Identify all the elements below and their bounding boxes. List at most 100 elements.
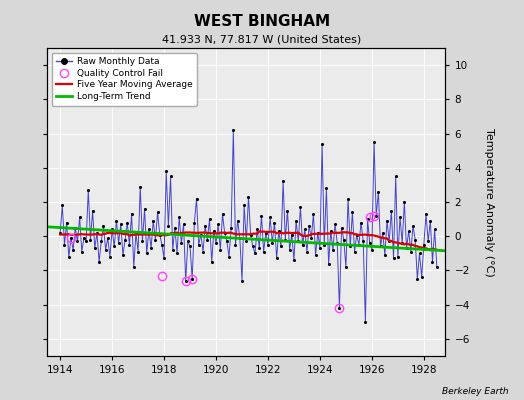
- Point: [138, 238, 147, 244]
- Point: [196, 231, 205, 238]
- Point: [216, 247, 225, 253]
- Point: [351, 248, 359, 255]
- Point: [248, 243, 257, 250]
- Point: [357, 219, 365, 226]
- Point: [251, 250, 259, 256]
- Point: [396, 214, 404, 221]
- Point: [108, 226, 116, 232]
- Point: [298, 242, 307, 248]
- Point: [91, 245, 99, 252]
- Point: [316, 245, 324, 252]
- Point: [272, 255, 281, 262]
- Point: [261, 230, 270, 236]
- Point: [149, 218, 157, 224]
- Point: [151, 236, 160, 243]
- Point: [370, 139, 378, 145]
- Point: [380, 252, 389, 258]
- Point: [431, 226, 439, 232]
- Point: [359, 238, 367, 244]
- Text: 41.933 N, 77.817 W (United States): 41.933 N, 77.817 W (United States): [162, 34, 362, 44]
- Point: [223, 238, 231, 244]
- Point: [60, 242, 69, 248]
- Point: [366, 240, 374, 246]
- Point: [337, 224, 346, 231]
- Point: [383, 218, 391, 224]
- Point: [311, 252, 320, 258]
- Point: [275, 228, 283, 234]
- Point: [82, 238, 90, 244]
- Point: [140, 206, 149, 212]
- Point: [264, 242, 272, 248]
- Point: [318, 141, 326, 147]
- Point: [112, 218, 121, 224]
- Point: [125, 242, 134, 248]
- Point: [160, 255, 168, 262]
- Point: [110, 243, 118, 250]
- Point: [257, 212, 266, 219]
- Point: [179, 221, 188, 228]
- Point: [158, 242, 166, 248]
- Point: [346, 243, 354, 250]
- Point: [212, 240, 220, 246]
- Point: [361, 318, 369, 325]
- Point: [132, 230, 140, 236]
- Point: [69, 247, 78, 253]
- Point: [342, 264, 350, 270]
- Point: [175, 214, 183, 221]
- Point: [186, 243, 194, 250]
- Point: [246, 231, 255, 238]
- Point: [89, 207, 97, 214]
- Point: [279, 178, 287, 185]
- Point: [225, 254, 233, 260]
- Point: [190, 219, 199, 226]
- Point: [236, 235, 244, 241]
- Point: [355, 242, 363, 248]
- Point: [129, 264, 138, 270]
- Point: [288, 231, 296, 238]
- Point: [192, 195, 201, 202]
- Point: [322, 185, 331, 192]
- Point: [205, 216, 214, 222]
- Point: [400, 199, 409, 205]
- Point: [166, 173, 174, 180]
- Point: [188, 276, 196, 282]
- Point: [143, 250, 151, 256]
- Point: [331, 221, 339, 228]
- Y-axis label: Temperature Anomaly (°C): Temperature Anomaly (°C): [484, 128, 494, 276]
- Point: [296, 204, 304, 210]
- Point: [203, 236, 212, 243]
- Point: [229, 127, 237, 133]
- Point: [64, 254, 73, 260]
- Point: [62, 219, 71, 226]
- Point: [227, 224, 235, 231]
- Point: [348, 209, 357, 216]
- Point: [219, 211, 227, 217]
- Point: [73, 238, 82, 244]
- Point: [329, 247, 337, 253]
- Point: [283, 207, 292, 214]
- Point: [95, 259, 103, 265]
- Point: [378, 230, 387, 236]
- Point: [433, 264, 441, 270]
- Point: [335, 305, 344, 311]
- Point: [394, 254, 402, 260]
- Point: [194, 242, 203, 248]
- Point: [84, 187, 92, 193]
- Point: [294, 238, 302, 244]
- Point: [210, 228, 218, 234]
- Point: [301, 226, 309, 232]
- Point: [313, 230, 322, 236]
- Point: [104, 235, 112, 241]
- Point: [75, 214, 84, 221]
- Point: [99, 223, 107, 229]
- Point: [58, 202, 67, 209]
- Point: [106, 254, 114, 260]
- Point: [344, 195, 352, 202]
- Point: [102, 247, 110, 253]
- Point: [199, 248, 207, 255]
- Point: [231, 242, 239, 248]
- Point: [253, 226, 261, 232]
- Point: [422, 211, 430, 217]
- Point: [320, 242, 329, 248]
- Point: [409, 223, 417, 229]
